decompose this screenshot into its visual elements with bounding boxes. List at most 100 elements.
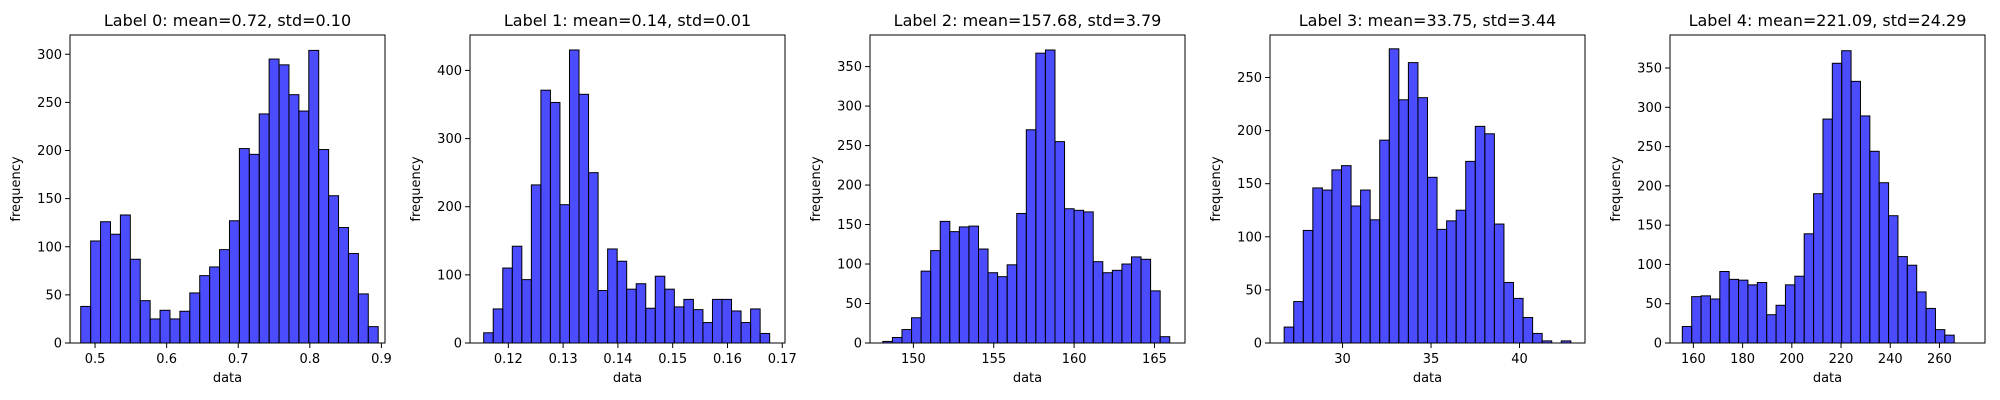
histogram-bar — [939, 220, 951, 344]
histogram-bar — [1794, 275, 1805, 344]
histogram-bar — [1073, 209, 1085, 344]
x-tick-label: 0.16 — [713, 352, 742, 367]
histogram-bar — [502, 267, 513, 344]
panel-title: Label 2: mean=157.68, std=3.79 — [894, 11, 1162, 30]
histogram-bar — [189, 292, 201, 344]
x-tick-label: 40 — [1511, 352, 1528, 367]
y-tick-label: 0 — [1654, 337, 1662, 352]
histogram-bar — [1719, 271, 1730, 344]
histogram-bar — [1016, 212, 1027, 344]
y-tick-label: 100 — [1237, 230, 1262, 245]
histogram-bar — [731, 310, 742, 344]
y-axis-label: frequency — [9, 156, 24, 222]
histogram-bar — [997, 276, 1008, 344]
y-tick-label: 50 — [1245, 283, 1262, 298]
histogram-bar — [683, 298, 694, 344]
y-tick-label: 350 — [837, 60, 862, 75]
y-tick-label: 100 — [837, 258, 862, 273]
x-tick-label: 155 — [981, 352, 1006, 367]
histogram-panel-0: 0.5 0.6 0.7 0.8 0.9 0 50 100 150 200 250 300 data fre… — [9, 11, 392, 386]
y-tick-label: 250 — [37, 96, 62, 111]
x-tick-label: 150 — [901, 352, 926, 367]
histogram-bar — [1035, 52, 1046, 344]
histogram-bar — [80, 305, 92, 344]
histogram-bar — [1150, 290, 1161, 344]
y-tick-label: 50 — [845, 297, 862, 312]
histogram-bar — [607, 248, 618, 344]
histogram-bar — [635, 283, 647, 344]
histogram-bar — [1102, 272, 1113, 344]
histogram-bar — [109, 233, 121, 344]
panel-title: Label 4: mean=221.09, std=24.29 — [1689, 11, 1967, 30]
histogram-bar — [1321, 189, 1333, 344]
x-axis-label: data — [1413, 371, 1442, 386]
histogram-bar — [673, 306, 685, 344]
y-axis-label: frequency — [1209, 156, 1224, 222]
x-axis-label: data — [213, 371, 242, 386]
histogram-bar — [1369, 219, 1381, 344]
histogram-bar — [1455, 209, 1467, 344]
histogram-bar — [1831, 62, 1843, 344]
y-tick-label: 300 — [837, 100, 862, 115]
y-tick-label: 50 — [45, 288, 62, 303]
histogram-bar — [1436, 228, 1448, 344]
histogram-bar — [511, 245, 523, 344]
x-tick-label: 0.12 — [494, 352, 523, 367]
histogram-bar — [578, 93, 590, 344]
histogram-bar — [1083, 211, 1094, 344]
histogram-bar — [1700, 295, 1711, 344]
x-tick-label: 0.5 — [85, 352, 106, 367]
histogram-bar — [1388, 48, 1400, 344]
x-axis-label: data — [613, 371, 642, 386]
histogram-bar — [1331, 169, 1342, 344]
histogram-bar — [1822, 118, 1833, 344]
x-tick-label: 220 — [1829, 352, 1854, 367]
histogram-bar — [1522, 317, 1534, 344]
histogram-panel-2: 150 155 160 165 0 50 100 150 200 250 300 350 data fre… — [809, 11, 1186, 386]
histogram-bar — [750, 308, 761, 344]
y-tick-label: 0 — [1254, 337, 1262, 352]
x-tick-label: 160 — [1062, 352, 1087, 367]
histogram-bar — [1092, 261, 1104, 344]
histogram-bar — [1283, 326, 1295, 344]
histogram-bar — [1850, 80, 1861, 344]
y-tick-label: 100 — [37, 240, 62, 255]
histogram-panels: 0.5 0.6 0.7 0.8 0.9050100150200250300datafre… — [9, 11, 1986, 386]
histogram-bar — [702, 322, 713, 344]
y-tick-label: 250 — [1237, 71, 1262, 86]
axes-frame — [1669, 34, 1986, 344]
histogram-bar — [721, 298, 733, 344]
histogram-bar — [298, 110, 310, 344]
histogram-bar — [930, 250, 941, 344]
histogram-bar — [1465, 160, 1476, 344]
histogram-bar — [258, 113, 270, 344]
histogram-bar — [664, 288, 675, 344]
y-tick-label: 100 — [437, 268, 462, 283]
histogram-bar — [711, 298, 723, 344]
x-tick-label: 165 — [1142, 352, 1167, 367]
axes-frame — [869, 34, 1186, 344]
histogram-bar — [119, 214, 131, 344]
panel-title: Label 3: mean=33.75, std=3.44 — [1299, 11, 1556, 30]
histogram-bar — [521, 279, 532, 344]
histogram-bar — [1532, 332, 1543, 344]
histogram-bar — [1513, 297, 1524, 344]
x-axis-label: data — [1013, 371, 1042, 386]
y-axis-label: frequency — [809, 156, 824, 222]
histogram-bar — [958, 226, 970, 344]
histogram-bar — [1691, 296, 1702, 344]
histogram-bar — [559, 204, 570, 344]
histogram-bar — [1906, 264, 1918, 344]
histogram-bar — [318, 149, 330, 344]
histogram-bar — [1293, 301, 1304, 344]
histogram-bar — [1681, 326, 1693, 344]
histogram-bar — [1006, 264, 1018, 344]
y-tick-label: 400 — [437, 64, 462, 79]
histogram-bar — [1756, 282, 1768, 344]
histogram-bar — [1878, 182, 1890, 344]
histogram-bar — [288, 94, 300, 344]
y-tick-label: 200 — [1237, 124, 1262, 139]
x-tick-label: 200 — [1779, 352, 1804, 367]
histogram-bar — [159, 309, 171, 344]
histogram-bar — [169, 318, 181, 344]
